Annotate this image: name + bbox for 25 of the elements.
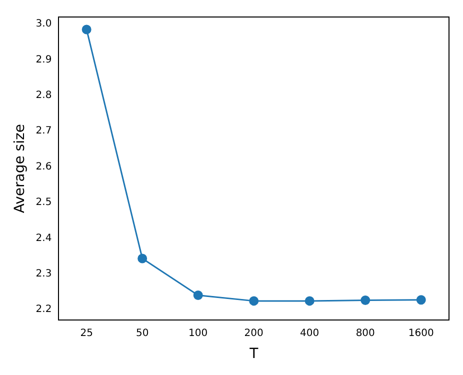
x-tick-label: 400 [300, 328, 320, 339]
y-tick-label: 2.9 [36, 54, 52, 66]
y-tick-label: 3.0 [36, 18, 52, 30]
point [82, 24, 92, 34]
x-tick-label: 25 [80, 328, 93, 339]
y-tick-label: 2.8 [36, 90, 52, 102]
x-tick-label: 200 [244, 328, 264, 339]
y-tick-label: 2.6 [36, 161, 52, 172]
x-tick-label: 100 [188, 328, 208, 339]
y-tick-label: 2.2 [36, 304, 52, 316]
point [138, 254, 148, 264]
point [304, 296, 314, 306]
y-tick-label: 2.3 [36, 268, 52, 280]
x-tick-label: 800 [356, 328, 375, 339]
point [249, 296, 259, 306]
point [416, 295, 426, 305]
y-axis-title: Average size [12, 124, 28, 214]
point [193, 290, 203, 300]
x-tick-label: 50 [136, 328, 149, 339]
x-tick-label: 1600 [408, 328, 434, 339]
point [360, 295, 370, 305]
y-tick-label: 2.5 [36, 197, 52, 208]
y-tick-label: 2.7 [36, 126, 52, 137]
x-axis-title: T [248, 346, 259, 362]
y-tick-label: 2.4 [36, 232, 52, 244]
